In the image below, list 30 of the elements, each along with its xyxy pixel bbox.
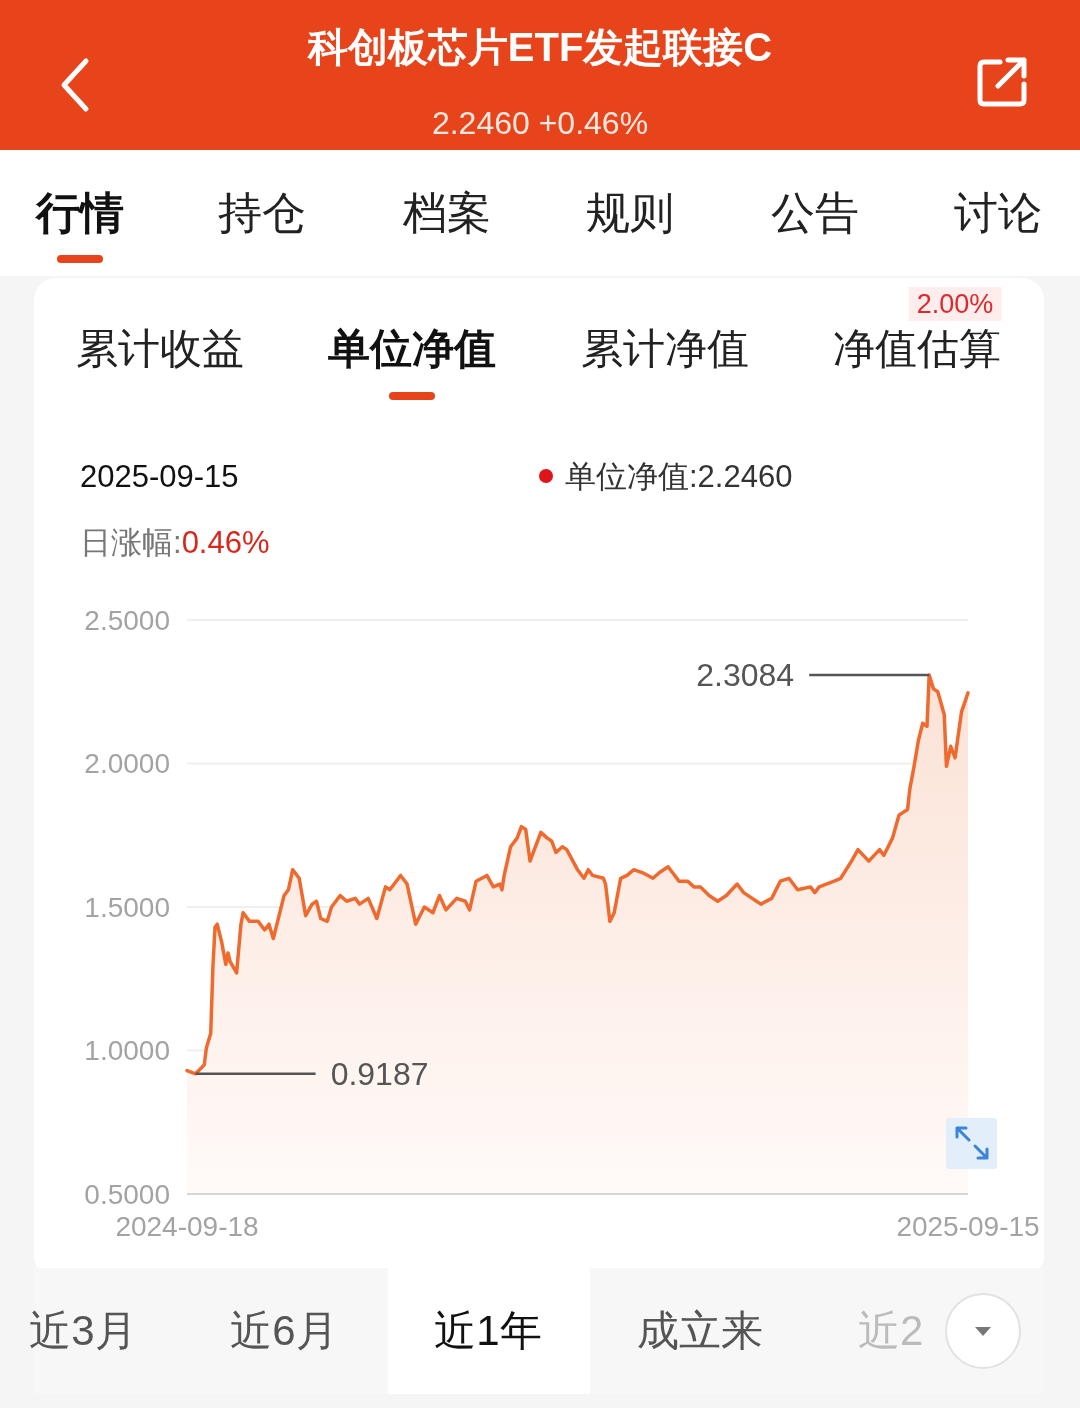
y-tick-label: 1.0000	[84, 1035, 170, 1066]
text: 档案	[402, 187, 491, 237]
text: 近1年	[434, 1306, 542, 1354]
text: 近2	[858, 1306, 924, 1354]
text: 行情	[34, 187, 124, 237]
text: 讨论	[954, 187, 1042, 237]
text: 累计净值	[581, 324, 749, 372]
chart-title: 科创板芯片ETF发起联接C	[306, 25, 773, 69]
text: 成立来	[637, 1306, 763, 1354]
text: 0.46%	[181, 524, 270, 560]
text: 单位净值	[327, 324, 496, 372]
text: 近6月	[230, 1306, 338, 1354]
text: 单位净值:2.2460	[565, 458, 793, 494]
text: 净值估算	[833, 324, 1001, 372]
annotation: 2.3084	[696, 656, 795, 693]
y-tick-label: 2.5000	[84, 604, 170, 636]
text: 规则	[586, 187, 674, 237]
text: 累计收益	[76, 324, 244, 372]
annotation: 0.9187	[330, 1055, 429, 1092]
text: 公告	[771, 187, 859, 237]
text: 持仓	[218, 187, 306, 237]
text: 2.00%	[916, 289, 994, 319]
y-tick-label: 2.0000	[84, 748, 170, 779]
y-tick-label: 0.5000	[84, 1178, 170, 1210]
text: 2025-09-15	[80, 458, 239, 494]
text: 近3月	[29, 1306, 137, 1354]
x-tick-label: 2024-09-18	[115, 1210, 259, 1242]
y-tick-label: 1.5000	[84, 891, 170, 923]
chart-subtitle: 2.2460 +0.46%	[431, 105, 649, 141]
text: 日涨幅:	[80, 524, 182, 560]
